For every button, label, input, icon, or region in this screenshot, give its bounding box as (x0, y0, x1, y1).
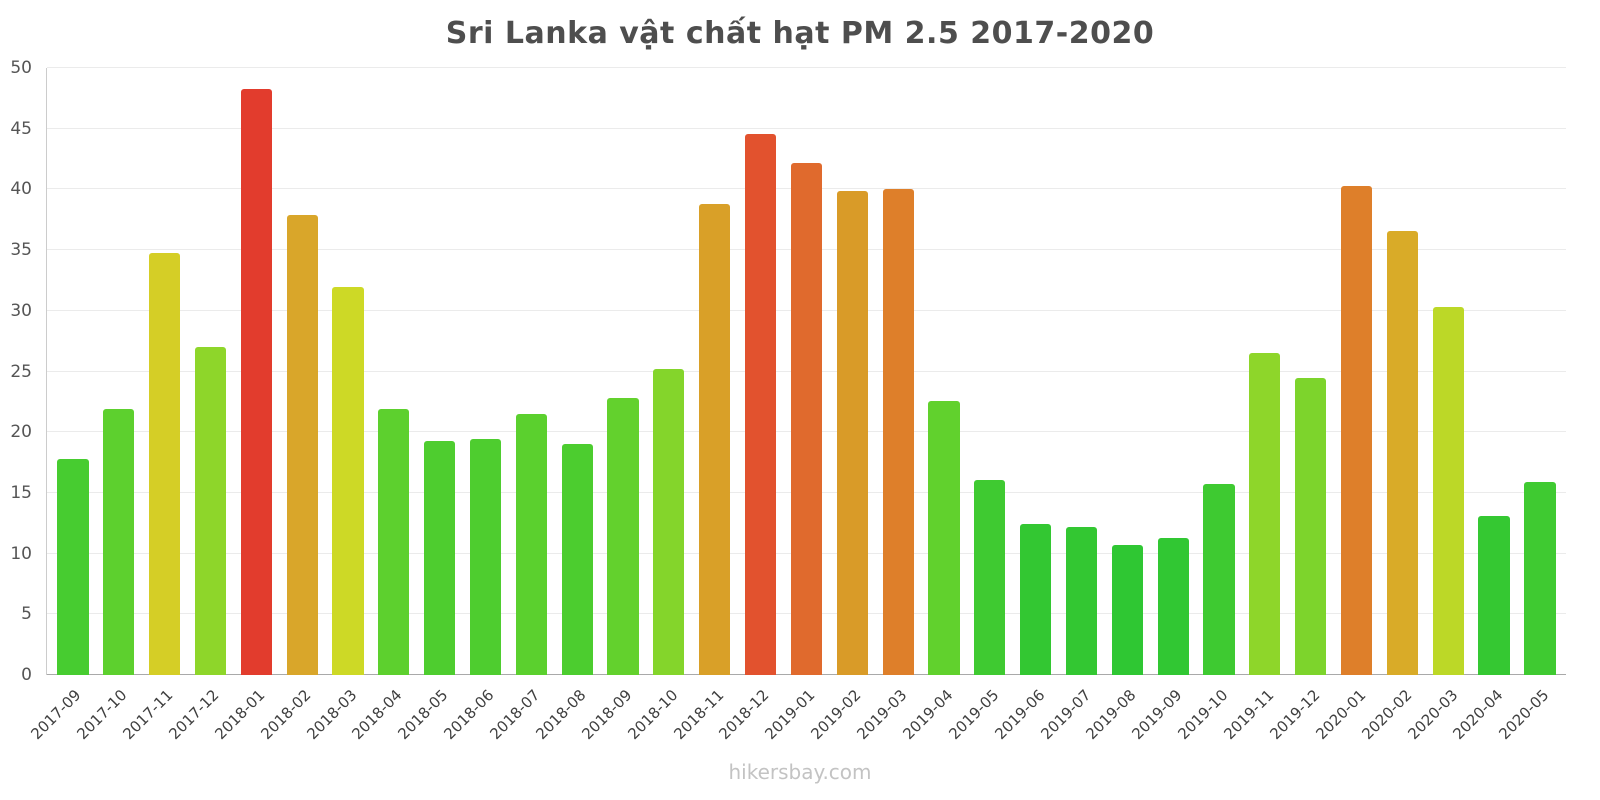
y-tick-label: 45 (10, 118, 32, 139)
bar-2019-02 (836, 190, 868, 675)
chart-title: Sri Lanka vật chất hạt PM 2.5 2017-2020 (445, 16, 1155, 51)
y-tick-label: 5 (21, 604, 32, 625)
bars (47, 68, 1566, 675)
bar-slot (417, 68, 463, 675)
bar-slot (279, 68, 325, 675)
bar-2018-05 (424, 440, 456, 675)
bar-slot (142, 68, 188, 675)
bar-2018-10 (653, 369, 685, 675)
gridline (47, 127, 1566, 129)
bar-slot (96, 68, 142, 675)
plot-area (46, 67, 1566, 675)
bar-2018-11 (699, 203, 731, 675)
bar-2019-01 (790, 162, 822, 675)
bar-slot (325, 68, 371, 675)
y-tick-label: 10 (10, 543, 32, 564)
bar-2019-08 (1111, 545, 1143, 675)
bar-2017-11 (149, 252, 181, 675)
bar-slot (784, 68, 830, 675)
y-axis-labels: 0 5 10 15 20 25 30 35 40 45 50 (0, 58, 40, 685)
bar-slot (1379, 68, 1425, 675)
bar-2019-06 (1020, 524, 1052, 675)
bar-slot (1425, 68, 1471, 675)
bar-2018-01 (240, 88, 272, 675)
bar-2019-04 (928, 400, 960, 675)
bar-slot (967, 68, 1013, 675)
bar-2018-06 (469, 439, 502, 675)
y-tick-label: 40 (10, 179, 32, 200)
bar-slot (508, 68, 554, 675)
bar-slot (463, 68, 509, 675)
bar-2020-04 (1478, 515, 1510, 675)
y-tick-label: 0 (21, 665, 32, 685)
bar-slot (50, 68, 96, 675)
bar-2018-03 (332, 286, 364, 675)
x-tick-label: 2017-09 (27, 686, 85, 744)
x-label-slot: 2020-05 (1496, 676, 1563, 762)
bar-slot (600, 68, 646, 675)
bar-2019-03 (882, 189, 914, 675)
bar-slot (738, 68, 784, 675)
bar-slot (371, 68, 417, 675)
bar-2019-05 (974, 479, 1006, 675)
bar-2019-07 (1065, 526, 1098, 675)
bar-slot (875, 68, 921, 675)
bar-slot (692, 68, 738, 675)
bar-slot (1288, 68, 1334, 675)
bar-2019-11 (1249, 353, 1281, 675)
bar-slot (1059, 68, 1105, 675)
bar-slot (1013, 68, 1059, 675)
y-tick-label: 20 (10, 422, 32, 443)
bar-2020-05 (1524, 481, 1556, 675)
y-tick-label: 50 (10, 58, 32, 78)
bar-2018-09 (607, 398, 639, 675)
y-tick-label: 15 (10, 482, 32, 503)
bar-slot (233, 68, 279, 675)
bar-slot (1471, 68, 1517, 675)
bar-slot (188, 68, 234, 675)
bar-slot (1104, 68, 1150, 675)
bar-2018-08 (561, 444, 593, 675)
y-tick-label: 35 (10, 240, 32, 261)
bar-2020-03 (1432, 307, 1464, 675)
bar-slot (829, 68, 875, 675)
bar-slot (921, 68, 967, 675)
bar-2017-12 (194, 347, 227, 675)
bar-slot (1517, 68, 1563, 675)
bar-2019-10 (1203, 484, 1235, 675)
bar-2017-10 (103, 409, 135, 675)
bar-slot (1196, 68, 1242, 675)
bar-2018-12 (744, 133, 777, 675)
bar-2020-01 (1340, 185, 1373, 675)
bar-slot (1242, 68, 1288, 675)
watermark-text: hikersbay.com (728, 760, 872, 784)
bar-slot (554, 68, 600, 675)
bar-2019-12 (1295, 377, 1327, 675)
y-tick-label: 30 (10, 300, 32, 321)
bar-slot (1334, 68, 1380, 675)
bar-2017-09 (57, 458, 89, 675)
y-tick-label: 25 (10, 361, 32, 382)
bar-2018-02 (286, 214, 318, 675)
bar-slot (646, 68, 692, 675)
x-axis-labels: 2017-09 2017-10 2017-11 2017-12 2018-01 2018-… (28, 676, 1566, 762)
bar-2020-02 (1386, 230, 1418, 675)
bar-slot (1150, 68, 1196, 675)
gridline (47, 67, 1566, 68)
bar-2018-07 (515, 414, 547, 675)
bar-2018-04 (378, 409, 410, 675)
bar-2019-09 (1157, 537, 1189, 675)
